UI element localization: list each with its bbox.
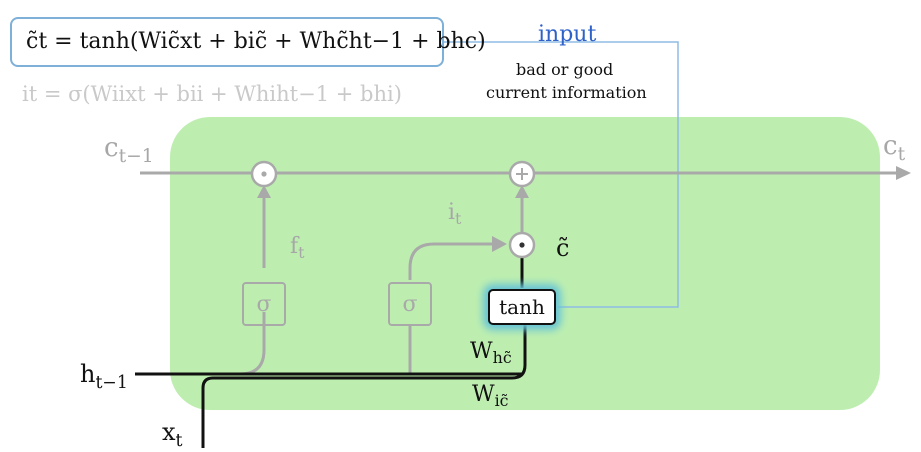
h-prev-label: ht−1 bbox=[80, 362, 128, 386]
c-prev-label: ct−1 bbox=[104, 135, 154, 161]
candidate-formula: c̃t = tanh(Wic̃xt + bic̃ + Whc̃ht−1 + bh… bbox=[26, 31, 486, 53]
input-annotation-title: input bbox=[538, 24, 596, 46]
forget-multiply-dot bbox=[261, 171, 266, 176]
w-hc-label: Whc̃ bbox=[470, 341, 512, 363]
forget-sigmoid-box: σ bbox=[242, 282, 286, 326]
input-annotation-line1: bad or good bbox=[516, 62, 613, 78]
c-tilde-label: c̃ bbox=[556, 236, 569, 260]
cell-state-arrowhead bbox=[896, 166, 911, 180]
input-gate-formula: it = σ(Wiixt + bii + Whiht−1 + bhi) bbox=[22, 84, 402, 105]
input-gate-label: it bbox=[448, 202, 461, 224]
w-ic-label: Wic̃ bbox=[472, 384, 509, 406]
tanh-layer-box: tanh bbox=[488, 289, 556, 325]
x-t-label: xt bbox=[162, 420, 183, 444]
input-sigmoid-box: σ bbox=[388, 282, 432, 326]
input-annotation-line2: current information bbox=[486, 85, 647, 101]
forget-gate-label: ft bbox=[290, 236, 305, 258]
c-next-label: ct bbox=[883, 133, 905, 159]
input-multiply-dot bbox=[519, 242, 524, 247]
